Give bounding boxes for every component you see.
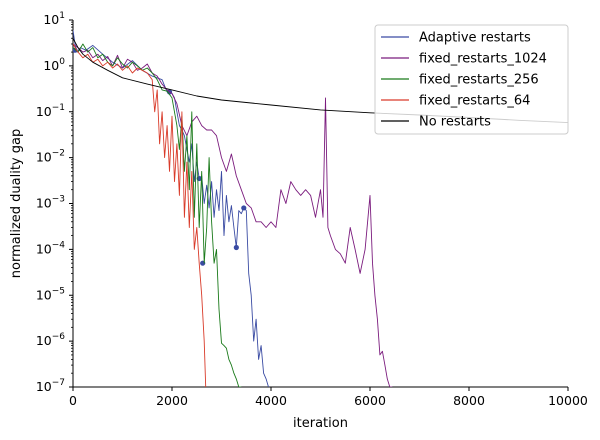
y-tick-label: 10−7 (36, 378, 65, 394)
legend-entry-label: fixed_restarts_64 (419, 94, 530, 109)
x-tick-label: 4000 (255, 393, 287, 408)
legend-entry-label: Adaptive restarts (419, 31, 531, 46)
y-tick-label: 10−3 (36, 195, 65, 211)
y-tick-label: 10−4 (36, 240, 65, 256)
y-tick-label: 10−1 (36, 103, 65, 119)
x-tick-label: 0 (69, 393, 77, 408)
x-tick-label: 6000 (354, 393, 386, 408)
series-line-1 (73, 43, 393, 387)
legend: Adaptive restarts fixed_restarts_1024fixe… (374, 24, 569, 135)
y-tick-label: 101 (43, 11, 65, 27)
axes: 0 2000 4000 6000 8000 10000 101 100 10−1 10−2 10−3… (36, 11, 588, 408)
y-tick-label: 100 (43, 57, 65, 73)
y-tick-label: 10−5 (36, 286, 65, 302)
legend-entry-label: No restarts (419, 115, 491, 130)
y-tick-label: 10−2 (36, 149, 65, 165)
series-line-0 (73, 30, 269, 387)
series-line-2 (73, 43, 242, 387)
y-tick-label: 10−6 (36, 332, 65, 348)
x-tick-label: 2000 (156, 393, 188, 408)
x-tick-label: 10000 (548, 393, 588, 408)
legend-entry-label: fixed_restarts_1024 (419, 52, 547, 67)
series-line-3 (73, 43, 207, 387)
x-axis-title: iteration (293, 416, 348, 431)
x-tick-label: 8000 (453, 393, 485, 408)
y-axis-title: normalized duality gap (9, 129, 24, 278)
legend-entry-label: fixed_restarts_256 (419, 73, 539, 88)
series-marker-0 (233, 244, 239, 251)
legend-box (374, 24, 569, 135)
series-marker-0 (241, 205, 247, 211)
